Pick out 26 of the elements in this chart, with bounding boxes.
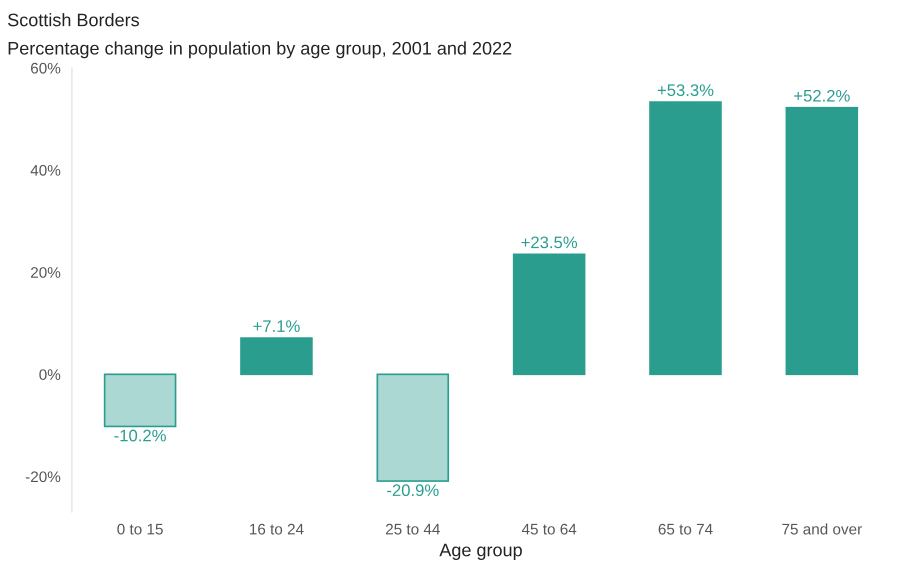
bar — [104, 374, 176, 428]
bar — [512, 253, 586, 376]
x-axis-title: Age group — [439, 544, 522, 560]
bar — [649, 101, 722, 376]
data-label: -10.2% — [114, 430, 166, 442]
chart-subtitle: Percentage change in population by age group, 2001 and 2022 — [8, 41, 512, 58]
x-tick-label: 65 to 74 — [658, 524, 713, 535]
bar — [240, 337, 313, 376]
y-tick-label: -20% — [26, 471, 60, 482]
data-label: +23.5% — [521, 236, 578, 248]
x-tick-label: 0 to 15 — [117, 524, 163, 535]
x-tick-label: 45 to 64 — [522, 524, 576, 535]
x-tick-label: 75 and over — [782, 523, 862, 535]
x-tick-label: 16 to 24 — [250, 524, 304, 535]
data-label: +7.1% — [253, 320, 300, 332]
bar — [376, 374, 450, 482]
data-label: -20.9% — [387, 484, 439, 496]
bar — [786, 106, 858, 376]
data-label: +52.2% — [794, 90, 850, 102]
data-label: +53.3% — [658, 84, 714, 96]
y-tick-label: 0% — [39, 369, 60, 380]
y-tick-label: 60% — [31, 62, 60, 74]
y-tick-label: 40% — [30, 164, 60, 176]
y-tick-label: 20% — [31, 267, 60, 278]
x-tick-label: 25 to 44 — [386, 524, 440, 535]
chart-title: Scottish Borders — [8, 13, 140, 26]
